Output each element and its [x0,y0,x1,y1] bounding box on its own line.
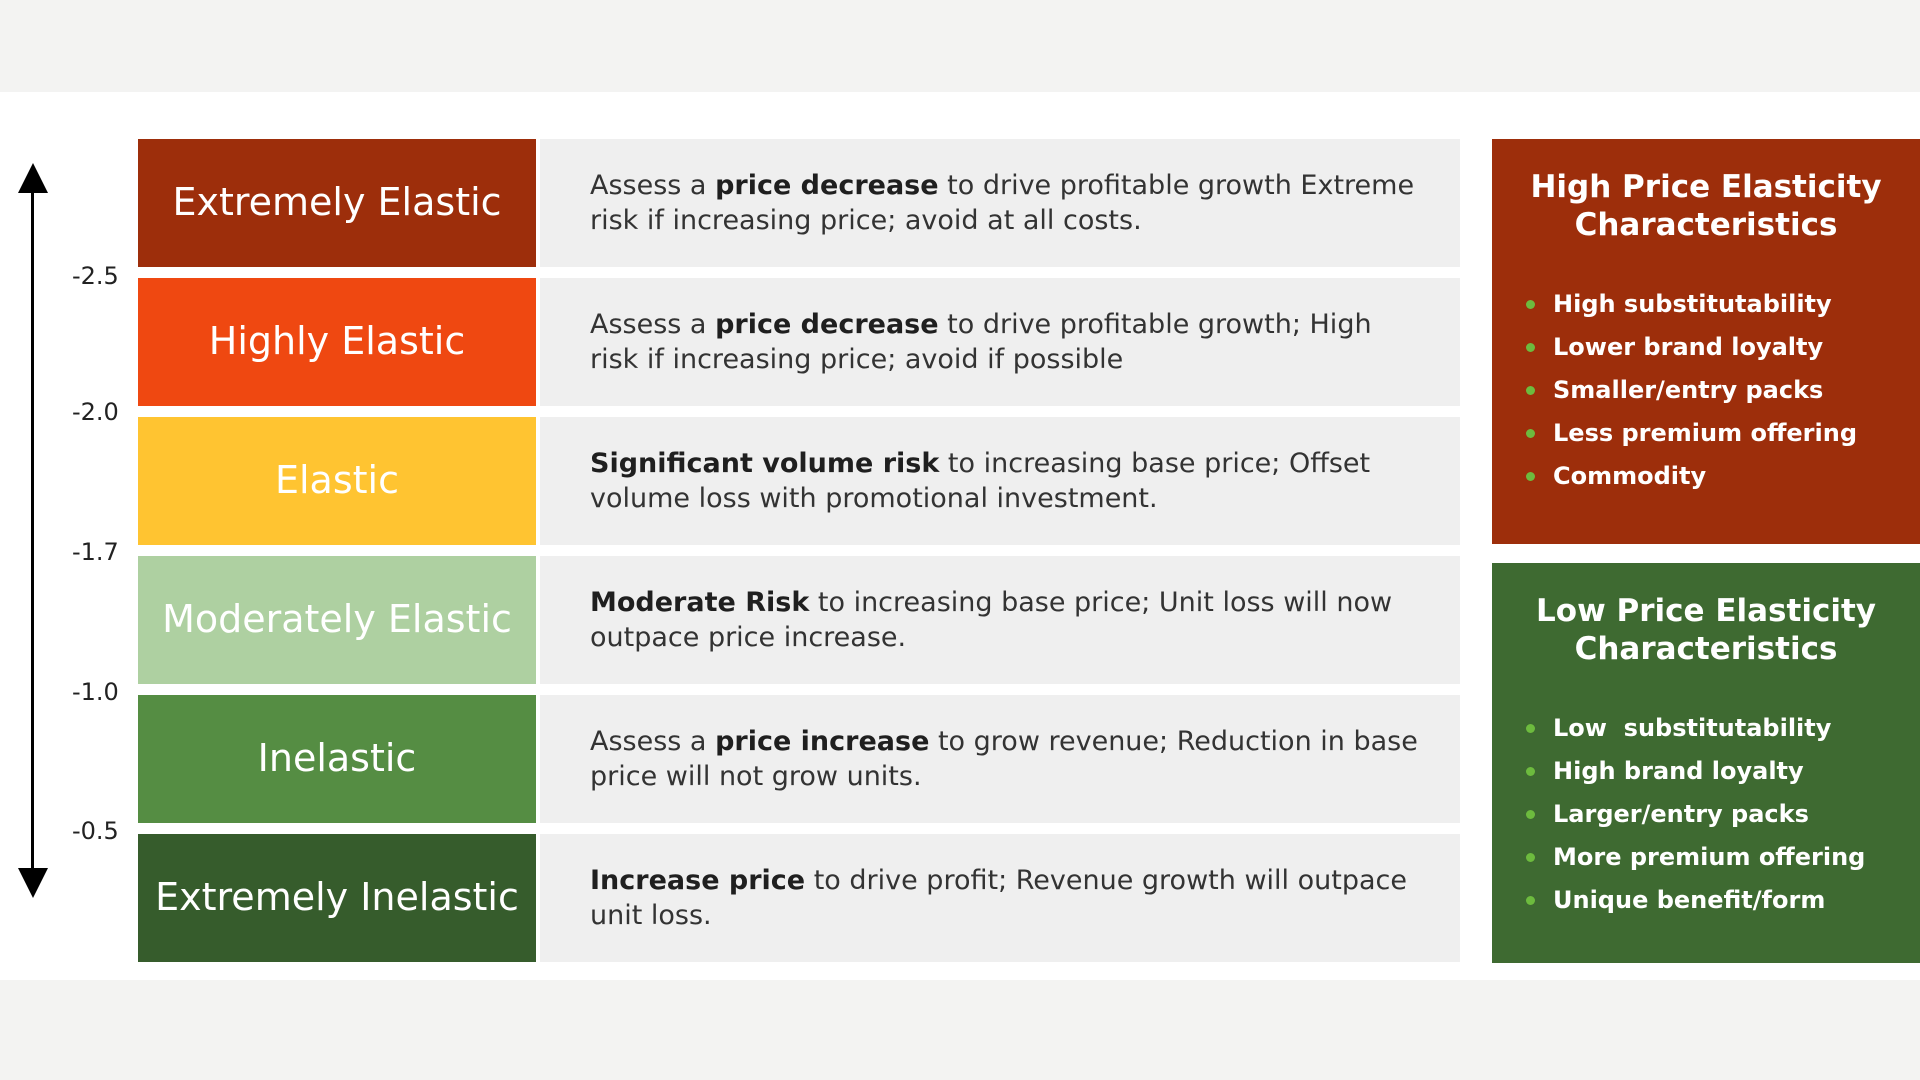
bullet-icon [1526,852,1535,862]
low-elasticity-list: Low substitutability High brand loyalty … [1492,707,1920,922]
row-description: Assess a price decrease to drive profita… [540,139,1460,267]
list-item-text: Commodity [1553,461,1707,490]
desc-text: Assess a [590,725,716,757]
desc-text: to increasing base price; Offset volume … [590,447,1371,514]
row-description: Assess a price decrease to drive profita… [540,278,1460,406]
axis-tick: -2.0 [72,398,119,426]
desc-bold-text: Increase price [590,864,806,896]
elasticity-row: Highly Elastic Assess a price decrease t… [138,278,1460,406]
row-description: Increase price to drive profit; Revenue … [540,834,1460,962]
list-item-text: Lower brand loyalty [1553,332,1824,361]
list-item: Smaller/entry packs [1526,369,1920,412]
desc-bold-text: price increase [715,725,930,757]
desc-text: to increasing base price; Unit loss will… [590,586,1393,653]
bullet-icon [1526,471,1535,481]
desc-text: to drive profit; Revenue growth will out… [590,864,1407,931]
row-label: Extremely Inelastic [138,834,536,962]
desc-bold-text: price decrease [715,169,939,201]
desc-bold-text: Moderate Risk [590,586,810,618]
list-item-text: Smaller/entry packs [1553,375,1824,404]
desc-text: to drive profitable growth Extreme risk … [590,169,1415,236]
list-item-text: Larger/entry packs [1553,799,1809,828]
list-item-text: Low substitutability [1553,713,1832,742]
bullet-icon [1526,809,1535,819]
axis-tick: -2.5 [72,262,119,290]
elasticity-row: Inelastic Assess a price increase to gro… [138,695,1460,823]
desc-bold-text: Significant volume risk [590,447,940,479]
low-elasticity-title: Low Price Elasticity Characteristics [1536,593,1876,667]
row-description: Moderate Risk to increasing base price; … [540,556,1460,684]
row-description: Assess a price increase to grow revenue;… [540,695,1460,823]
desc-text: Assess a [590,169,716,201]
elasticity-axis-line [31,185,34,875]
list-item: More premium offering [1526,836,1920,879]
bullet-icon [1526,342,1535,352]
list-item: High brand loyalty [1526,750,1920,793]
axis-tick: -0.5 [72,817,119,845]
list-item: Larger/entry packs [1526,793,1920,836]
list-item-text: Less premium offering [1553,418,1858,447]
axis-tick: -1.7 [72,538,119,566]
elasticity-row: Extremely Elastic Assess a price decreas… [138,139,1460,267]
bullet-icon [1526,723,1535,733]
bullet-icon [1526,428,1535,438]
elasticity-row: Extremely Inelastic Increase price to dr… [138,834,1460,962]
axis-tick: -1.0 [72,678,119,706]
list-item-text: More premium offering [1553,842,1866,871]
desc-bold-text: price decrease [715,308,939,340]
list-item-text: High substitutability [1553,289,1832,318]
row-label: Inelastic [138,695,536,823]
bullet-icon [1526,299,1535,309]
high-elasticity-list: High substitutability Lower brand loyalt… [1492,283,1920,498]
arrow-up-icon [18,163,48,193]
list-item-text: Unique benefit/form [1553,885,1826,914]
arrow-down-icon [18,868,48,898]
list-item: Lower brand loyalty [1526,326,1920,369]
list-item: Less premium offering [1526,412,1920,455]
high-elasticity-panel: High Price Elasticity Characteristics Hi… [1492,139,1920,544]
list-item: Unique benefit/form [1526,879,1920,922]
bullet-icon [1526,385,1535,395]
list-item: Low substitutability [1526,707,1920,750]
row-label: Extremely Elastic [138,139,536,267]
desc-text: to drive profitable growth; High risk if… [590,308,1372,375]
low-elasticity-panel: Low Price Elasticity Characteristics Low… [1492,563,1920,963]
list-item: Commodity [1526,455,1920,498]
desc-text: Assess a [590,308,716,340]
row-label: Elastic [138,417,536,545]
row-description: Significant volume risk to increasing ba… [540,417,1460,545]
high-elasticity-title: High Price Elasticity Characteristics [1530,169,1882,243]
elasticity-row: Elastic Significant volume risk to incre… [138,417,1460,545]
list-item: High substitutability [1526,283,1920,326]
elasticity-row: Moderately Elastic Moderate Risk to incr… [138,556,1460,684]
row-label: Highly Elastic [138,278,536,406]
bullet-icon [1526,895,1535,905]
list-item-text: High brand loyalty [1553,756,1804,785]
desc-text: to grow revenue; Reduction in base price… [590,725,1418,792]
row-label: Moderately Elastic [138,556,536,684]
bullet-icon [1526,766,1535,776]
